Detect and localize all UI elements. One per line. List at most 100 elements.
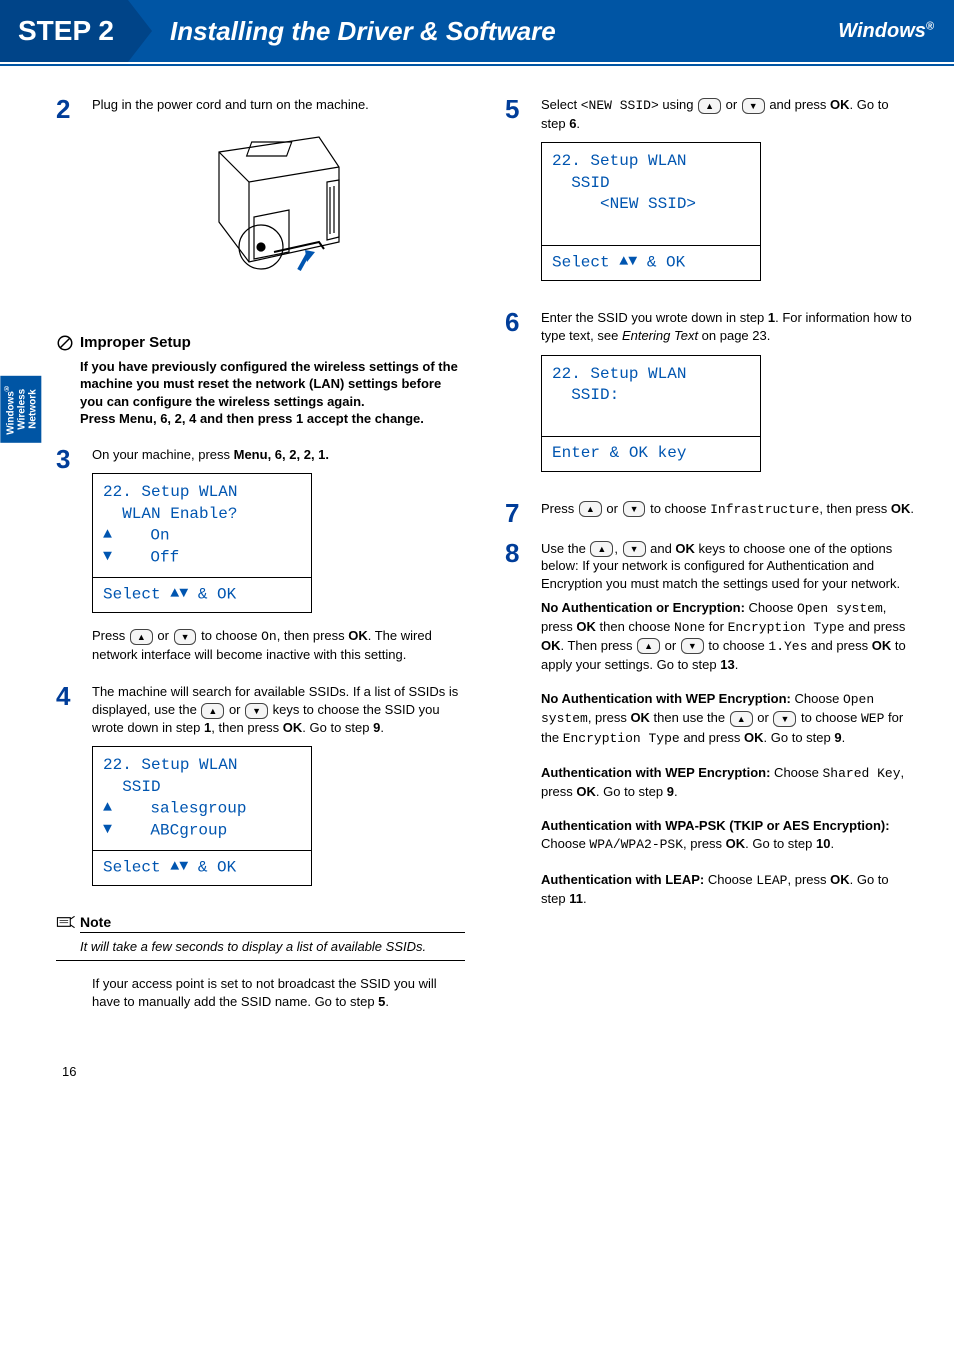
improper-heading-text: Improper Setup bbox=[80, 334, 191, 351]
lcd4-l3t: salesgroup bbox=[112, 800, 246, 818]
s8p2c: then use the bbox=[650, 710, 729, 725]
page-number: 16 bbox=[0, 1044, 954, 1099]
lcd5-upper: 22. Setup WLAN SSID <NEW SSID> bbox=[542, 143, 760, 245]
s5d: and press bbox=[766, 97, 830, 112]
up-key-icon: ▲ bbox=[730, 711, 753, 727]
s4ok: OK bbox=[283, 720, 303, 735]
side-tab: Windows® Wireless Network bbox=[0, 376, 41, 443]
os-label-text: Windows bbox=[838, 20, 926, 42]
s7b: or bbox=[603, 501, 622, 516]
s8p1s: 13 bbox=[720, 657, 734, 672]
s8p4d: . bbox=[830, 836, 834, 851]
lcd6-upper: 22. Setup WLAN SSID: bbox=[542, 356, 760, 437]
step-7-content: Press ▲ or ▼ to choose Infrastructure, t… bbox=[541, 500, 914, 526]
s5a: Select bbox=[541, 97, 581, 112]
step3-pre: On your machine, press bbox=[92, 447, 234, 462]
s8p3h: Authentication with WEP Encryption: bbox=[541, 765, 770, 780]
lcd6-l2: SSID: bbox=[552, 385, 750, 407]
step-3-text: On your machine, press Menu, 6, 2, 2, 1. bbox=[92, 446, 465, 464]
step-8-content: Use the ▲, ▼ and OK keys to choose one o… bbox=[541, 540, 914, 924]
os-label: Windows® bbox=[838, 20, 934, 43]
s7d: , then press bbox=[819, 501, 891, 516]
step-4-number: 4 bbox=[56, 683, 92, 900]
lcd4-bottom: Select ▲▼ & OK bbox=[93, 851, 311, 885]
step3-menu: Menu bbox=[234, 447, 268, 462]
s8p4h: Authentication with WPA-PSK (TKIP or AES… bbox=[541, 818, 890, 833]
down-key-icon: ▼ bbox=[245, 703, 268, 719]
step8-p5: Authentication with LEAP: Choose LEAP, p… bbox=[541, 871, 914, 908]
page-header: STEP 2 Installing the Driver & Software … bbox=[0, 0, 954, 62]
s3a4: , then press bbox=[277, 628, 349, 643]
lcd4-upper: 22. Setup WLAN SSID ▲ salesgroup ▼ ABCgr… bbox=[93, 747, 311, 850]
s8os1: Open system bbox=[797, 601, 883, 616]
lcd6-l1: 22. Setup WLAN bbox=[552, 364, 750, 386]
side-tab-container: Windows® Wireless Network bbox=[0, 96, 36, 1024]
s5ssid: <NEW SSID> bbox=[581, 98, 659, 113]
s8p1f: . Then press bbox=[561, 638, 637, 653]
up-key-icon: ▲ bbox=[698, 98, 721, 114]
down-key-icon: ▼ bbox=[773, 711, 796, 727]
lcd-step4: 22. Setup WLAN SSID ▲ salesgroup ▼ ABCgr… bbox=[92, 746, 312, 886]
s8p1a: Choose bbox=[745, 600, 797, 615]
step-6: 6 Enter the SSID you wrote down in step … bbox=[505, 309, 914, 485]
lcd5-l1: 22. Setup WLAN bbox=[552, 151, 750, 173]
step-6-number: 6 bbox=[505, 309, 541, 485]
s5c: or bbox=[722, 97, 741, 112]
s8ia: Use the bbox=[541, 541, 589, 556]
s5ok: OK bbox=[830, 97, 850, 112]
s8none: None bbox=[674, 620, 705, 635]
after-note-text: If your access point is set to not broad… bbox=[56, 975, 465, 1010]
step-8: 8 Use the ▲, ▼ and OK keys to choose one… bbox=[505, 540, 914, 924]
improper-setup-body: If you have previously configured the wi… bbox=[56, 358, 465, 428]
down-key-icon: ▼ bbox=[681, 638, 704, 654]
step-5-number: 5 bbox=[505, 96, 541, 295]
left-column: 2 Plug in the power cord and turn on the… bbox=[56, 96, 465, 1024]
s8wpa: WPA/WPA2-PSK bbox=[589, 837, 683, 852]
s8p1g: or bbox=[661, 638, 680, 653]
step-2-number: 2 bbox=[56, 96, 92, 320]
lcd3-l4t: Off bbox=[112, 549, 179, 567]
s4d: , then press bbox=[211, 720, 283, 735]
step-7: 7 Press ▲ or ▼ to choose Infrastructure,… bbox=[505, 500, 914, 526]
up-key-icon: ▲ bbox=[637, 638, 660, 654]
s8p4a: Choose bbox=[541, 836, 589, 851]
s8p5b: , press bbox=[787, 872, 830, 887]
step8-p4: Authentication with WPA-PSK (TKIP or AES… bbox=[541, 817, 914, 854]
step6-text: Enter the SSID you wrote down in step 1.… bbox=[541, 309, 914, 344]
s4f: . bbox=[380, 720, 384, 735]
s8ok6: OK bbox=[744, 730, 764, 745]
s3a-ok: OK bbox=[348, 628, 368, 643]
s8p1d: for bbox=[705, 619, 727, 634]
s8p2a: Choose bbox=[791, 691, 843, 706]
lcd5-l2: SSID bbox=[552, 173, 750, 195]
s8p2h2: . Go to step bbox=[764, 730, 835, 745]
s8p1e: and press bbox=[845, 619, 906, 634]
lcd3-l2: WLAN Enable? bbox=[103, 504, 301, 526]
s8p2s: 9 bbox=[834, 730, 841, 745]
s5b: using bbox=[659, 97, 697, 112]
step-7-number: 7 bbox=[505, 500, 541, 526]
lcd3-l3t: On bbox=[112, 527, 170, 545]
s4b: or bbox=[225, 702, 244, 717]
step-arrow-icon bbox=[128, 0, 152, 62]
s8p4b: , press bbox=[683, 836, 726, 851]
s8ok4: OK bbox=[872, 638, 892, 653]
s7e: . bbox=[910, 501, 914, 516]
s5f: . bbox=[576, 116, 580, 131]
improper-setup-heading: Improper Setup bbox=[56, 334, 465, 352]
s8ib: , bbox=[614, 541, 621, 556]
s6ref: Entering Text bbox=[622, 328, 698, 343]
columns: 2 Plug in the power cord and turn on the… bbox=[36, 96, 914, 1024]
lcd3-l1: 22. Setup WLAN bbox=[103, 482, 301, 504]
lcd4-l1: 22. Setup WLAN bbox=[103, 755, 301, 777]
s8p5h: Authentication with LEAP: bbox=[541, 872, 704, 887]
step-2-text: Plug in the power cord and turn on the m… bbox=[92, 96, 465, 114]
s8p2b: , press bbox=[588, 710, 631, 725]
lcd3-l3: ▲ On bbox=[103, 525, 301, 547]
lcd-step3-upper: 22. Setup WLAN WLAN Enable? ▲ On ▼ Off bbox=[93, 474, 311, 577]
s8ic: and bbox=[647, 541, 676, 556]
s3a3: to choose bbox=[197, 628, 261, 643]
step8-p3: Authentication with WEP Encryption: Choo… bbox=[541, 764, 914, 801]
s8p1h2: to choose bbox=[705, 638, 769, 653]
s8wep: WEP bbox=[861, 711, 884, 726]
